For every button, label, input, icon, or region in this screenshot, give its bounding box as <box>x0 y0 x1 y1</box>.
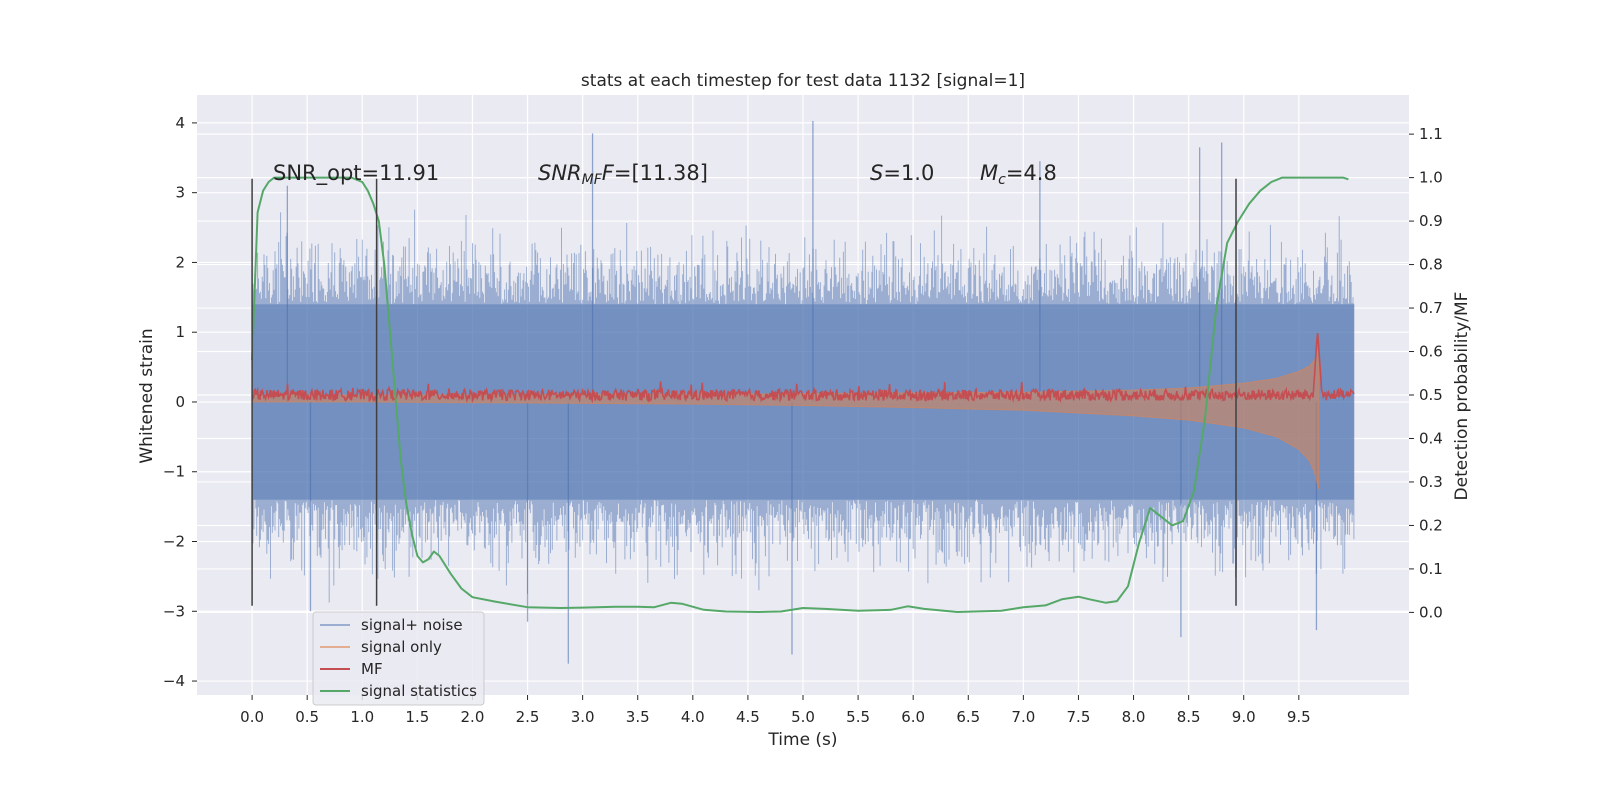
mf-line <box>251 333 1355 404</box>
annotation-s-value: =1.0 <box>883 161 934 185</box>
y-tick-label-right: 1.0 <box>1419 169 1443 187</box>
x-tick-label: 0.5 <box>295 708 319 726</box>
legend-entry-signal-only: signal only <box>361 638 442 656</box>
y-tick-label-right: 0.8 <box>1419 256 1443 274</box>
legend-entry-signal-noise: signal+ noise <box>361 616 463 634</box>
x-tick-label: 5.5 <box>846 708 870 726</box>
series-signal-statistics <box>251 176 1349 613</box>
legend-box <box>312 611 485 706</box>
x-tick-label: 9.5 <box>1287 708 1311 726</box>
annotation-snr-mf-sub: MF <box>582 172 603 188</box>
annotation-snr-mf-label: SNR <box>538 161 582 185</box>
annotation-mc-value: =4.8 <box>1006 161 1057 185</box>
x-tick-label: 6.5 <box>956 708 980 726</box>
y-tick-label-right: 0.7 <box>1419 299 1443 317</box>
y-tick-label-left: −4 <box>163 672 185 690</box>
y-tick-label-left: −1 <box>163 463 185 481</box>
x-tick-label: 6.0 <box>901 708 925 726</box>
x-tick-label: 9.0 <box>1232 708 1256 726</box>
y-axis-label-left: Whitened strain <box>137 328 157 463</box>
ticks: 0.0 0.5 1.0 1.5 2.0 2.5 3.0 3.5 4.0 4.5 5.0 5.5 6.0 6… <box>163 114 1443 726</box>
annotation-s: S=1.0 <box>870 161 934 185</box>
y-axis-label-right: Detection probability/MF <box>1452 292 1472 501</box>
y-tick-label-right: 0.5 <box>1419 386 1443 404</box>
annotation-mc-sub: c <box>998 172 1006 188</box>
y-tick-label-right: 0.2 <box>1419 516 1443 534</box>
annotation-snr-opt: SNR_opt=11.91 <box>273 161 439 186</box>
annotation-snr-mf-f: F <box>602 161 615 185</box>
y-tick-label-right: 0.9 <box>1419 212 1443 230</box>
y-tick-label-right: 0.6 <box>1419 343 1443 361</box>
y-tick-label-right: 1.1 <box>1419 125 1443 143</box>
annotations: SNR_opt=11.91 SNRMFF=[11.38] S=1.0 Mc=4.… <box>273 161 1057 188</box>
y-tick-label-left: −3 <box>163 602 185 620</box>
y-tick-label-right: 0.0 <box>1419 603 1443 621</box>
legend-entry-signal-statistics: signal statistics <box>361 682 477 700</box>
x-tick-label: 2.5 <box>516 708 540 726</box>
y-tick-label-left: −2 <box>163 533 185 551</box>
x-tick-label: 7.0 <box>1011 708 1035 726</box>
x-tick-label: 4.5 <box>736 708 760 726</box>
legend-entry-mf: MF <box>361 660 383 678</box>
x-tick-label: 0.0 <box>240 708 264 726</box>
y-tick-label-right: 0.3 <box>1419 473 1443 491</box>
x-tick-label: 8.0 <box>1122 708 1146 726</box>
y-tick-label-right: 0.1 <box>1419 560 1443 578</box>
legend: signal+ noise signal only MF signal stat… <box>312 611 485 706</box>
series-signal-only <box>251 347 1320 490</box>
y-tick-label-left: 2 <box>175 253 185 271</box>
annotation-snr-mf-value: =[11.38] <box>614 161 708 185</box>
x-tick-label: 3.5 <box>626 708 650 726</box>
x-tick-label: 1.0 <box>350 708 374 726</box>
y-tick-label-right: 0.4 <box>1419 429 1443 447</box>
annotation-mc-label: M <box>980 161 998 185</box>
x-tick-label: 8.5 <box>1177 708 1201 726</box>
y-tick-label-left: 1 <box>175 323 185 341</box>
x-axis-label: Time (s) <box>767 730 837 750</box>
series-mf <box>251 333 1355 404</box>
x-tick-label: 1.5 <box>405 708 429 726</box>
signal-envelope <box>251 347 1320 490</box>
x-tick-label: 3.0 <box>571 708 595 726</box>
x-tick-label: 4.0 <box>681 708 705 726</box>
annotation-snr-mf: SNRMFF=[11.38] <box>538 161 708 188</box>
vertical-markers <box>251 178 1237 606</box>
y-tick-label-left: 0 <box>175 393 185 411</box>
y-tick-label-left: 4 <box>175 114 185 132</box>
x-tick-label: 5.0 <box>791 708 815 726</box>
y-tick-label-left: 3 <box>175 184 185 202</box>
x-tick-label: 7.5 <box>1067 708 1091 726</box>
annotation-s-label: S <box>870 161 883 185</box>
x-tick-label: 2.0 <box>461 708 485 726</box>
annotation-mc: Mc=4.8 <box>980 161 1057 188</box>
chart-title: stats at each timestep for test data 113… <box>581 71 1025 91</box>
stats-line <box>251 176 1349 613</box>
